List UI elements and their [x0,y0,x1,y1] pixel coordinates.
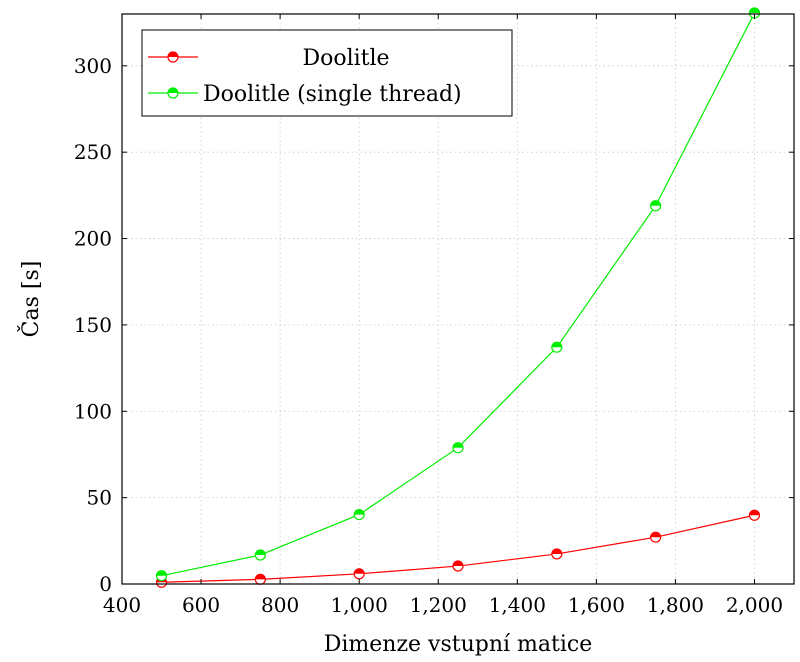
x-tick-label: 2,000 [726,593,783,617]
series-layer [155,7,761,588]
legend-marker [167,51,179,63]
data-point [452,560,464,572]
series-1 [155,7,761,582]
marker-fill [551,342,562,348]
x-axis-label: Dimenze vstupní matice [324,632,593,657]
y-axis-label: Čas [s] [17,261,44,338]
plot-frame [121,13,795,585]
series-line [161,514,755,583]
y-tick-label: 300 [74,54,112,78]
legend-marker-circle [167,51,179,63]
data-point [650,200,662,212]
marker-fill [255,574,266,580]
x-tick-label: 600 [182,593,220,617]
legend-entry-doolitle: Doolitle [148,46,390,71]
marker-fill [354,509,365,515]
data-point [353,568,365,580]
marker-fill [453,442,463,448]
data-point [452,442,464,454]
legend-label: Doolitle (single thread) [203,82,462,107]
x-tick-label: 1,000 [331,593,388,617]
marker-fill [168,88,178,93]
y-tick-label: 0 [99,572,112,596]
data-point [155,570,168,582]
y-tick-label: 250 [74,140,112,164]
y-tick-label: 150 [74,313,112,337]
marker-fill [168,52,178,57]
marker-fill [354,568,365,574]
ticks: 400 600 800 1,000 1,200 1,400 1,600 1,800 2,000 0… [74,14,794,617]
legend-marker [167,87,179,99]
legend-box [141,29,513,117]
data-point [254,573,266,585]
marker-fill [255,549,266,555]
marker-fill [749,510,760,516]
marker-fill [650,200,661,206]
legend-label: Doolitle [302,46,389,71]
x-tick-label: 1,600 [568,593,625,617]
data-point [551,548,563,560]
y-tick-label: 50 [87,486,112,510]
x-tick-label: 800 [261,593,299,617]
y-tick-label: 100 [74,399,112,423]
data-point [748,7,761,19]
legend-entry-doolitle-single-thread: Doolitle (single thread) [148,82,462,107]
marker-fill [551,548,562,554]
legend: Doolitle Doolitle (single thread) [141,29,513,117]
x-tick-label: 1,400 [489,593,546,617]
marker-fill [749,7,760,13]
y-tick-label: 200 [74,227,112,251]
marker-fill [453,561,463,567]
data-point [254,549,266,561]
data-point [650,531,662,543]
marker-fill [156,570,167,576]
series-0 [155,509,761,588]
x-tick-label: 1,200 [410,593,467,617]
x-tick-label: 400 [103,593,141,617]
data-point [551,341,563,353]
data-point [748,509,761,521]
marker-fill [650,532,661,538]
legend-marker-circle [167,87,179,99]
data-point [353,508,365,521]
x-tick-label: 1,800 [647,593,704,617]
